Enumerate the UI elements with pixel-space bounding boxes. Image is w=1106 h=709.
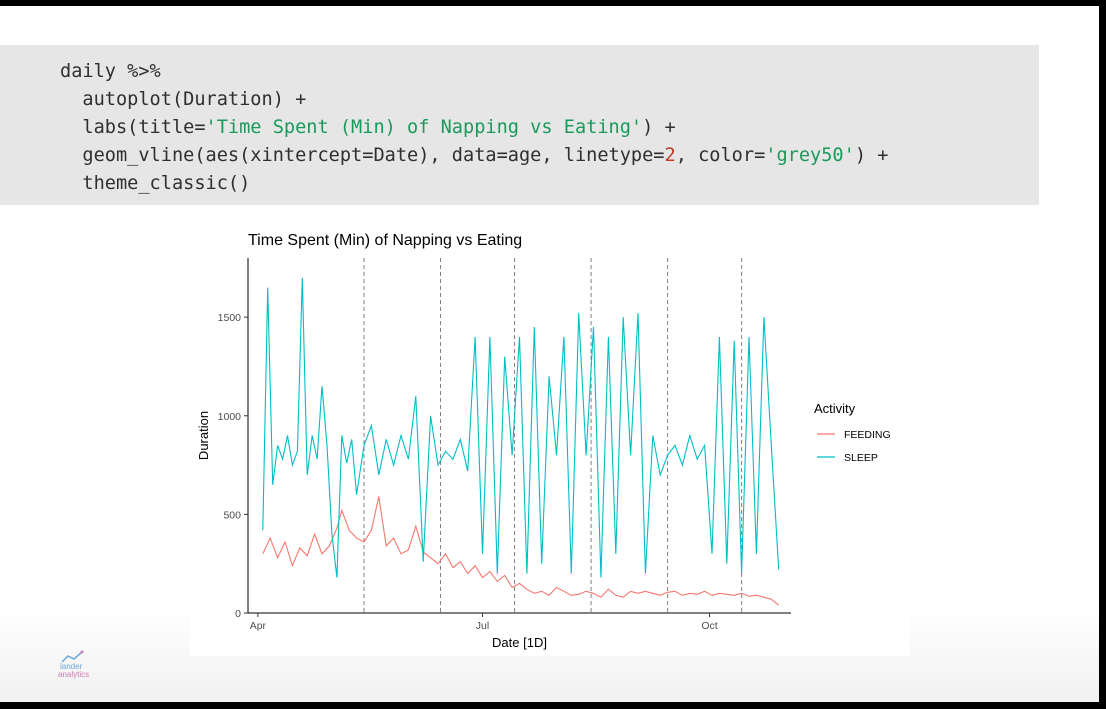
y-tick-label: 1000 (218, 411, 242, 423)
lander-analytics-logo: lander analytics (58, 650, 94, 684)
x-tick-label: Oct (701, 620, 717, 632)
code-token: geom_vline(aes(xintercept=Date), data=ag… (60, 145, 665, 166)
x-tick-label: Jul (476, 620, 489, 632)
logo-trend-icon (61, 650, 84, 663)
legend-title: Activity (814, 401, 856, 416)
logo-text-top: lander (60, 662, 83, 671)
code-line-5: theme_classic() (60, 173, 251, 194)
code-number: 2 (664, 145, 676, 166)
plot-panel (190, 216, 910, 656)
y-tick-label: 500 (223, 509, 241, 521)
legend-label-feeding: FEEDING (844, 429, 891, 441)
x-tick-label: Apr (250, 620, 267, 632)
code-text: daily %>% autoplot(Duration) + labs(titl… (60, 58, 888, 198)
logo-text-bottom: analytics (58, 670, 90, 679)
code-token: ) + (642, 117, 676, 138)
series-line-feeding (262, 496, 780, 606)
code-line-3: labs(title='Time Spent (Min) of Napping … (60, 117, 676, 138)
chart-title: Time Spent (Min) of Napping vs Eating (248, 232, 522, 249)
code-string: 'grey50' (765, 145, 855, 166)
x-axis-label: Date [1D] (492, 635, 547, 650)
y-axis-label: Duration (196, 411, 211, 460)
code-line-2: autoplot(Duration) + (60, 89, 307, 110)
code-token: , color= (675, 145, 766, 166)
y-tick-label: 1500 (218, 312, 242, 324)
code-token: ) + (854, 145, 889, 166)
code-string: 'Time Spent (Min) of Napping vs Eating' (205, 117, 643, 138)
legend-label-sleep: SLEEP (844, 452, 878, 464)
code-line-4: geom_vline(aes(xintercept=Date), data=ag… (60, 145, 888, 166)
y-tick-label: 0 (235, 608, 241, 620)
code-line-1: daily %>% (60, 61, 161, 82)
chart: Time Spent (Min) of Napping vs Eating 0 50… (196, 232, 891, 650)
series-line-sleep (262, 277, 780, 578)
code-block: daily %>% autoplot(Duration) + labs(titl… (0, 45, 1039, 205)
code-token: labs(title= (60, 117, 206, 138)
